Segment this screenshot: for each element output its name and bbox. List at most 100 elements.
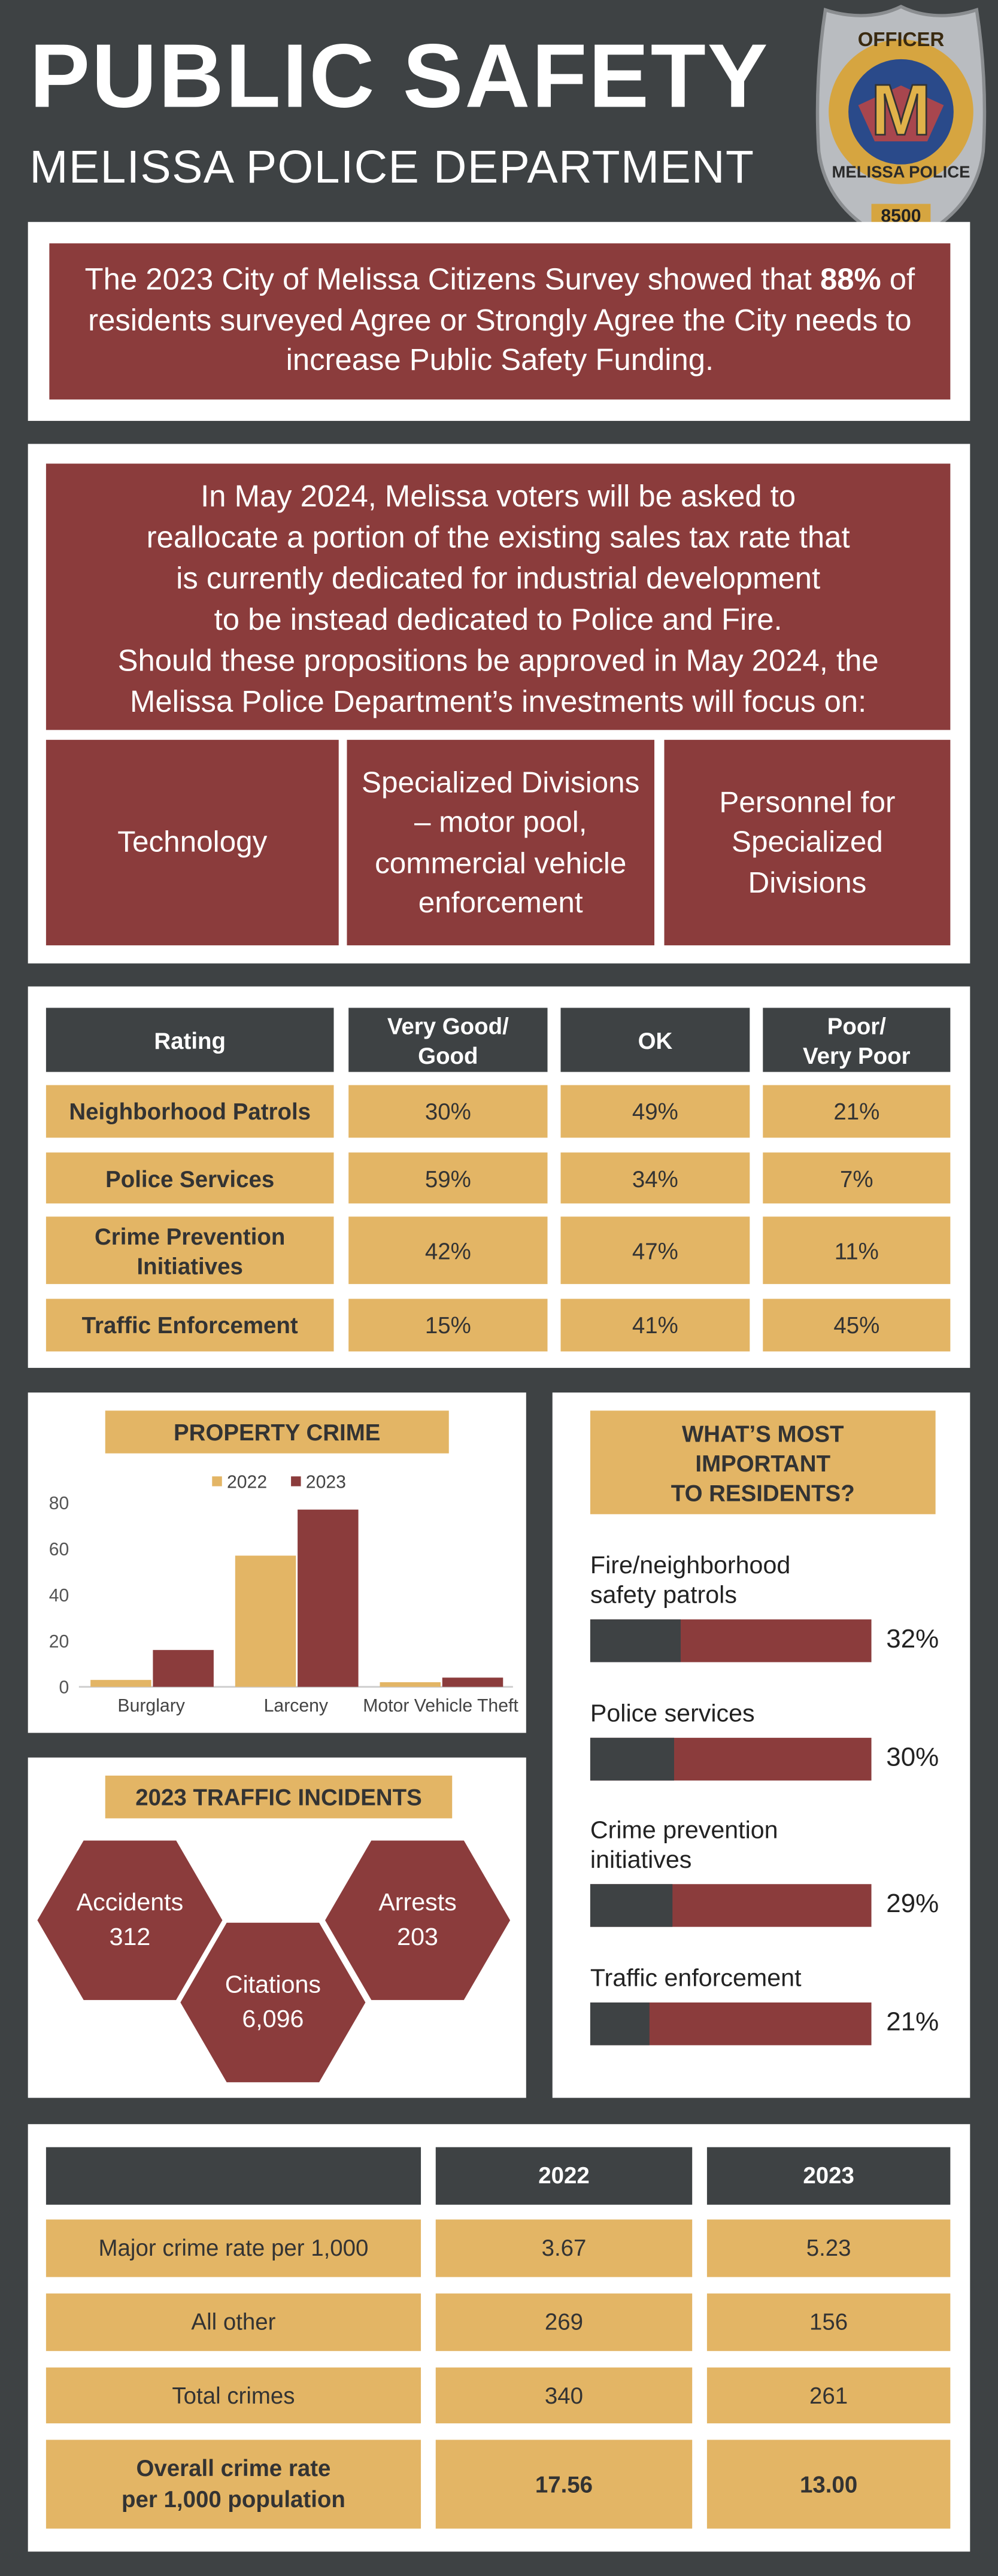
value-label: 32%	[886, 1626, 939, 1654]
table-cell: 17.56	[435, 2440, 693, 2529]
traffic-title: 2023 TRAFFIC INCIDENTS	[105, 1776, 453, 1819]
bar-track	[590, 1737, 872, 1781]
y-tick-label: 20	[49, 1632, 69, 1652]
hexagon-label: Citations	[225, 1971, 321, 1998]
bar-track	[590, 2002, 872, 2046]
table-header: Poor/ Very Poor	[763, 1008, 951, 1072]
table-cell: 11%	[763, 1216, 951, 1284]
hexagon-value: 312	[110, 1923, 151, 1950]
row-label: Overall crime rate per 1,000 population	[45, 2440, 421, 2529]
table-cell: 30%	[348, 1085, 548, 1138]
survey-text: of residents surveyed Agree or Strongly …	[88, 261, 915, 377]
item-label: Fire/neighborhood safety patrols	[590, 1552, 791, 1610]
traffic-hexagons: Accidents 312 Citations 6,096 Arrests 203	[31, 1835, 516, 2087]
bar-track	[590, 1884, 872, 1927]
focus-item: Specialized Divisions – motor pool, comm…	[347, 739, 655, 946]
hexagon-value: 203	[397, 1923, 438, 1950]
row-label: Police Services	[45, 1152, 334, 1204]
row-label: Major crime rate per 1,000	[45, 2219, 421, 2277]
row-label: Total crimes	[45, 2367, 421, 2424]
table-cell: 49%	[560, 1085, 750, 1138]
proposition-line: to be instead dedicated to Police and Fi…	[214, 602, 782, 636]
table-cell: 45%	[763, 1298, 951, 1352]
proposition-line: Melissa Police Department’s investments …	[130, 684, 867, 719]
item-label: Crime prevention initiatives	[590, 1816, 778, 1874]
page-title: PUBLIC SAFETY	[29, 25, 770, 127]
item-label: Traffic enforcement	[590, 1964, 802, 1993]
x-tick-label: Burglary	[117, 1696, 185, 1716]
row-label: All other	[45, 2293, 421, 2352]
table-cell: 156	[706, 2293, 951, 2352]
value-label: 21%	[886, 2008, 939, 2037]
table-header: Very Good/ Good	[348, 1008, 548, 1072]
bar	[590, 1619, 681, 1662]
bar	[153, 1650, 214, 1687]
table-cell: 15%	[348, 1298, 548, 1352]
table-cell: 269	[435, 2293, 693, 2352]
hexagon-label: Arrests	[378, 1888, 456, 1916]
legend-label: 2023	[306, 1472, 346, 1492]
bar	[590, 1737, 675, 1781]
badge-flag	[858, 85, 944, 142]
bar	[298, 1509, 359, 1687]
page-subtitle: MELISSA POLICE DEPARTMENT	[29, 141, 755, 193]
focus-item: Technology	[45, 739, 339, 946]
x-tick-label: Motor Vehicle Theft	[363, 1696, 518, 1716]
y-tick-label: 0	[59, 1678, 69, 1698]
survey-highlight: 88%	[820, 261, 881, 296]
table-header: 2023	[706, 2147, 951, 2205]
badge-bottom: MELISSA POLICE	[832, 163, 970, 181]
y-tick-label: 60	[49, 1540, 69, 1559]
table-header: 2022	[435, 2147, 693, 2205]
y-tick-label: 80	[49, 1494, 69, 1513]
survey-text: The 2023 City of Melissa Citizens Survey…	[84, 261, 812, 296]
table-cell: 7%	[763, 1152, 951, 1204]
table-cell: 13.00	[706, 2440, 951, 2529]
survey-box: The 2023 City of Melissa Citizens Survey…	[49, 243, 951, 400]
legend-swatch	[291, 1476, 301, 1486]
badge: OFFICER M MELISSA POLICE 8500	[815, 4, 987, 248]
hexagon-label: Accidents	[77, 1888, 184, 1916]
table-header	[45, 2147, 421, 2205]
proposition-line: In May 2024, Melissa voters will be aske…	[201, 478, 796, 513]
table-cell: 21%	[763, 1085, 951, 1138]
value-label: 29%	[886, 1891, 939, 1919]
table-header: OK	[560, 1008, 750, 1072]
badge-letter: M	[871, 69, 932, 150]
row-label: Traffic Enforcement	[45, 1298, 334, 1352]
bar-track	[590, 1619, 872, 1662]
focus-item: Personnel for Specialized Divisions	[664, 739, 951, 946]
table-header: Rating	[45, 1008, 334, 1072]
bar	[380, 1682, 441, 1687]
chart: 0 20 40 60 80 2022 2023 Burglary Larceny Motor Ve…	[49, 1472, 519, 1716]
bar	[442, 1677, 503, 1687]
table-cell: 261	[706, 2367, 951, 2424]
y-tick-label: 40	[49, 1586, 69, 1606]
bar	[590, 1884, 672, 1927]
table-cell: 42%	[348, 1216, 548, 1284]
table-cell: 340	[435, 2367, 693, 2424]
table-cell: 47%	[560, 1216, 750, 1284]
proposition-line: reallocate a portion of the existing sal…	[146, 519, 850, 554]
row-label: Crime Prevention Initiatives	[45, 1216, 334, 1284]
proposition-line: is currently dedicated for industrial de…	[176, 560, 821, 596]
table-cell: 59%	[348, 1152, 548, 1204]
x-tick-label: Larceny	[264, 1696, 329, 1716]
hexagon	[319, 1835, 516, 2005]
legend-label: 2022	[227, 1472, 267, 1492]
proposition-line: Should these propositions be approved in…	[117, 642, 879, 678]
table-cell: 5.23	[706, 2219, 951, 2277]
table-cell: 34%	[560, 1152, 750, 1204]
badge-top: OFFICER	[858, 28, 945, 50]
hexagon-value: 6,096	[242, 2005, 304, 2032]
proposition-box: In May 2024, Melissa voters will be aske…	[45, 463, 951, 730]
table-cell: 41%	[560, 1298, 750, 1352]
bar	[90, 1680, 151, 1687]
table-cell: 3.67	[435, 2219, 693, 2277]
value-label: 30%	[886, 1744, 939, 1773]
legend-swatch	[212, 1476, 222, 1486]
item-label: Police services	[590, 1700, 755, 1728]
chart-title: PROPERTY CRIME	[105, 1410, 449, 1454]
bar	[235, 1555, 296, 1687]
